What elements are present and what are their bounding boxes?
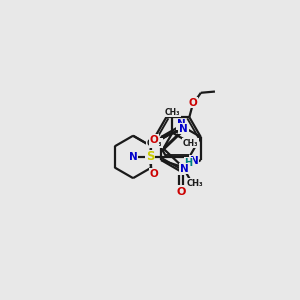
Text: CH₃: CH₃ [165,108,180,117]
Text: O: O [150,169,159,179]
Text: O: O [176,187,186,196]
Text: N: N [129,152,137,162]
Text: CH₃: CH₃ [183,139,198,148]
Text: CH₃: CH₃ [187,179,203,188]
Text: H: H [184,158,193,168]
Text: O: O [188,98,197,108]
Text: CH₃: CH₃ [147,139,162,148]
Text: N: N [190,156,199,166]
Text: N: N [176,119,185,129]
Text: S: S [146,150,154,164]
Text: O: O [150,135,159,145]
Text: N: N [179,124,188,134]
Text: N: N [180,164,189,174]
